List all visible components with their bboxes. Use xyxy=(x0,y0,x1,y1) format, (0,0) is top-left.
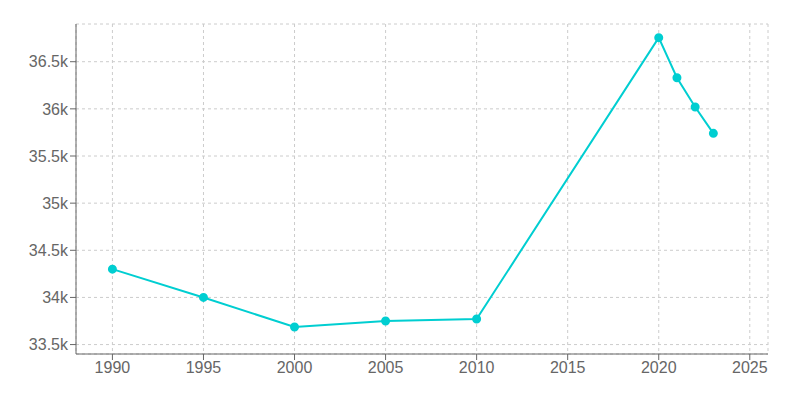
svg-text:35.5k: 35.5k xyxy=(29,148,69,165)
svg-text:2015: 2015 xyxy=(550,359,586,376)
svg-text:2000: 2000 xyxy=(277,359,313,376)
svg-text:1990: 1990 xyxy=(95,359,131,376)
svg-text:33.5k: 33.5k xyxy=(29,336,69,353)
svg-text:36k: 36k xyxy=(42,101,69,118)
svg-text:2005: 2005 xyxy=(368,359,404,376)
svg-text:2010: 2010 xyxy=(459,359,495,376)
svg-text:2020: 2020 xyxy=(641,359,677,376)
svg-text:34.5k: 34.5k xyxy=(29,242,69,259)
svg-text:36.5k: 36.5k xyxy=(29,53,69,70)
svg-text:1995: 1995 xyxy=(186,359,222,376)
svg-text:34k: 34k xyxy=(42,289,69,306)
svg-text:35k: 35k xyxy=(42,195,69,212)
svg-text:2025: 2025 xyxy=(732,359,768,376)
